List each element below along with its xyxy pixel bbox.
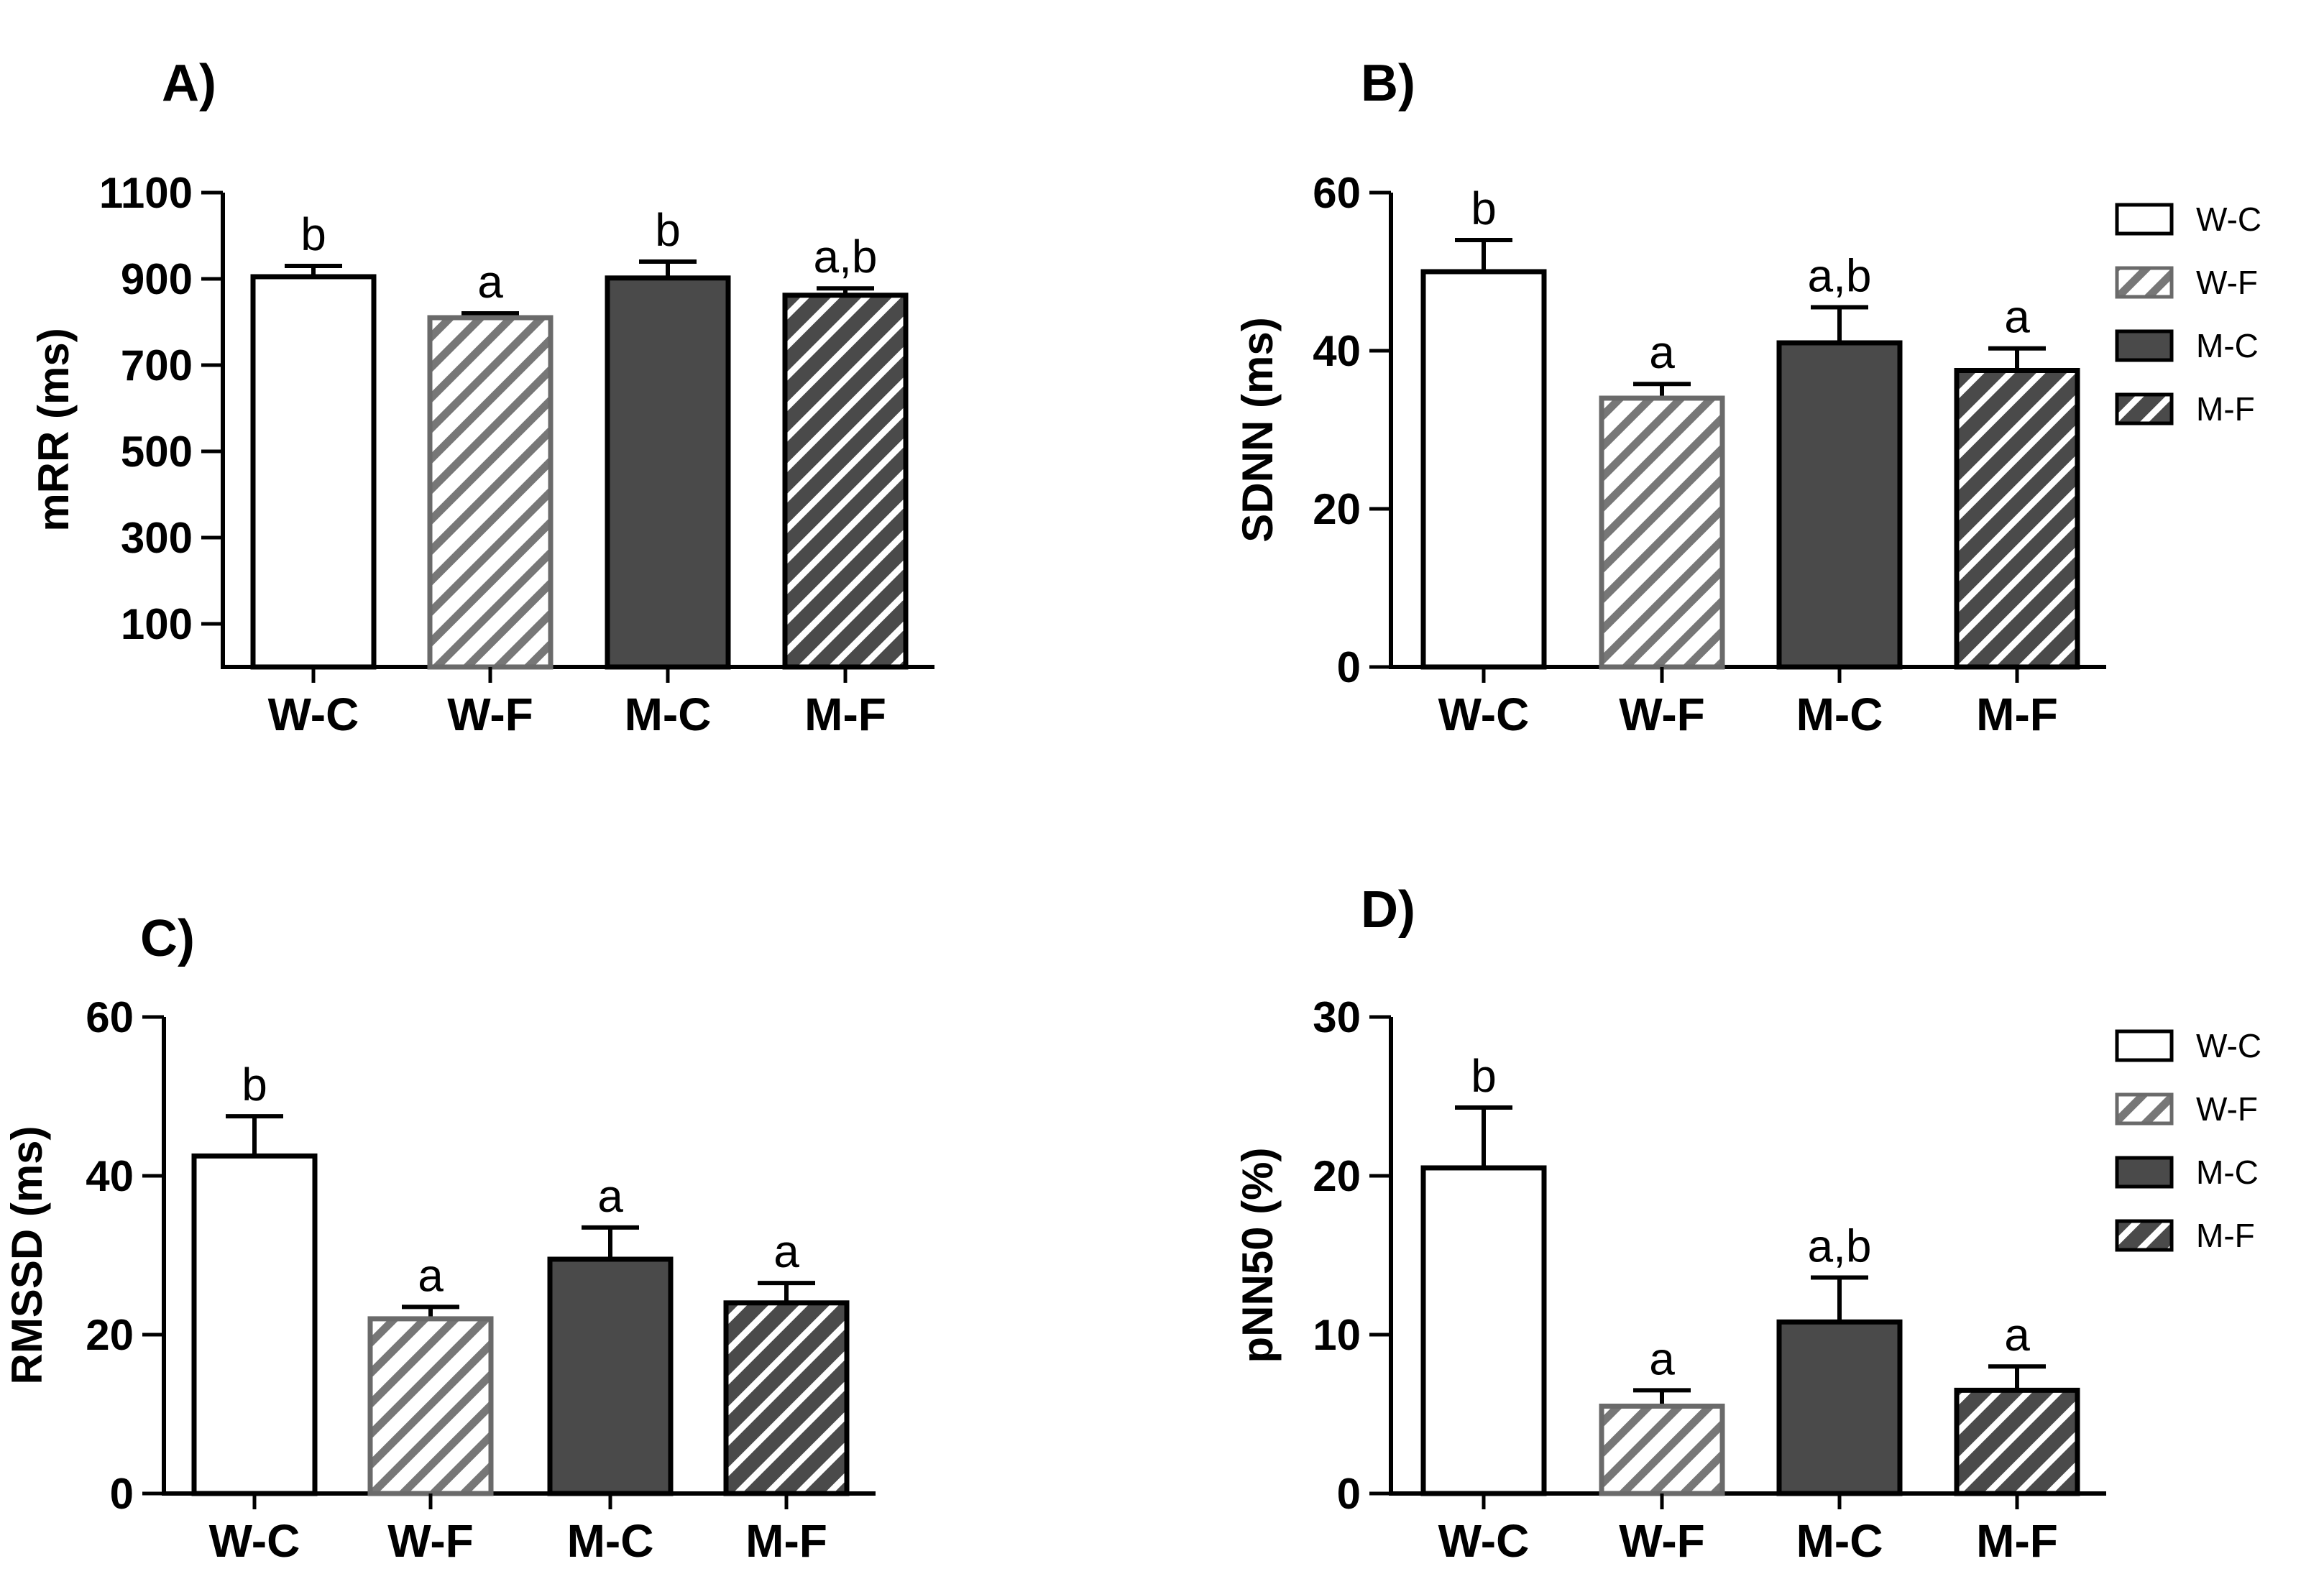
- significance-label: a,b: [1808, 250, 1872, 302]
- legend-swatch: [2115, 203, 2174, 236]
- y-tick-label: 60: [86, 993, 134, 1041]
- legend-swatch: [2115, 1092, 2174, 1126]
- x-tick-label: W-C: [1438, 689, 1530, 740]
- panel-a: A) mRR (ms) 100 300 500 700 900 1100 b W-C a W-F b M-…: [29, 55, 934, 740]
- significance-label: b: [1471, 183, 1497, 234]
- y-tick-label: 30: [1313, 993, 1361, 1041]
- x-tick-label: M-F: [1976, 1515, 2058, 1567]
- panel-letter: D): [1361, 881, 1415, 939]
- legend-label: W-C: [2196, 1027, 2261, 1064]
- x-tick-label: M-F: [1976, 689, 2058, 740]
- bar-w-c: [250, 274, 377, 670]
- significance-label: b: [242, 1059, 267, 1110]
- y-tick-label: 900: [121, 255, 193, 303]
- bar-m-c: [605, 275, 731, 670]
- bar-w-f: [427, 315, 554, 670]
- y-axis-label: pNN50 (%): [1234, 1147, 1282, 1363]
- significance-label: a,b: [1808, 1220, 1872, 1271]
- legend-swatch: [2115, 1219, 2174, 1252]
- significance-label: a: [1649, 326, 1675, 378]
- significance-label: a: [1649, 1333, 1675, 1384]
- bar-m-f: [1954, 1387, 2080, 1496]
- y-tick-label: 20: [1313, 1152, 1361, 1200]
- bar-w-c: [1420, 269, 1547, 670]
- legend-swatch: [2115, 266, 2174, 299]
- bar-m-f: [1954, 368, 2080, 670]
- y-tick-label: 0: [1337, 1470, 1361, 1518]
- significance-label: a: [773, 1225, 799, 1277]
- y-axis-label: RMSSD (ms): [3, 1126, 51, 1384]
- bar-m-c: [1776, 1319, 1903, 1496]
- x-tick-label: W-F: [447, 689, 533, 740]
- significance-label: a: [597, 1170, 623, 1222]
- significance-label: a: [2004, 291, 2030, 343]
- panel-d: D)pNN50 (%)0102030bW-CaW-Fa,bM-CaM-FW-CW…: [1234, 881, 2261, 1567]
- legend: W-C W-F M-C M-F: [2115, 1027, 2261, 1254]
- panel-letter: A): [162, 55, 216, 112]
- x-tick-label: W-C: [209, 1515, 300, 1567]
- x-tick-label: W-F: [1619, 1515, 1705, 1567]
- y-tick-label: 0: [1337, 643, 1361, 691]
- legend-swatch: [2115, 392, 2174, 425]
- y-tick-label: 20: [86, 1311, 134, 1359]
- significance-label: b: [300, 208, 326, 260]
- significance-label: b: [1471, 1050, 1497, 1102]
- y-tick-label: 100: [121, 600, 193, 648]
- panel-letter: C): [140, 910, 195, 967]
- x-tick-label: M-F: [804, 689, 886, 740]
- bar-m-c: [547, 1256, 674, 1496]
- y-axis-label: mRR (ms): [29, 328, 78, 531]
- y-tick-label: 20: [1313, 485, 1361, 533]
- bar-m-f: [723, 1300, 850, 1496]
- legend-label: M-C: [2196, 327, 2259, 364]
- legend-label: W-C: [2196, 201, 2261, 238]
- legend-label: M-C: [2196, 1154, 2259, 1191]
- y-tick-label: 300: [121, 514, 193, 562]
- y-tick-label: 1100: [99, 169, 193, 217]
- panel-letter: B): [1361, 55, 1415, 112]
- x-tick-label: W-F: [387, 1515, 474, 1567]
- legend-label: M-F: [2196, 1217, 2255, 1254]
- legend-label: M-F: [2196, 390, 2255, 428]
- y-tick-label: 700: [121, 341, 193, 390]
- bar-m-f: [782, 293, 909, 670]
- significance-label: a: [477, 256, 503, 308]
- x-tick-label: W-C: [1438, 1515, 1530, 1567]
- y-tick-label: 40: [1313, 327, 1361, 375]
- y-tick-label: 40: [86, 1152, 134, 1200]
- bar-w-c: [1420, 1165, 1547, 1496]
- bar-w-f: [367, 1316, 494, 1496]
- y-tick-label: 500: [121, 428, 193, 476]
- legend-label: W-F: [2196, 1090, 2258, 1128]
- legend-label: W-F: [2196, 264, 2258, 301]
- x-tick-label: M-C: [1796, 1515, 1883, 1567]
- bar-w-f: [1599, 395, 1725, 670]
- x-tick-label: M-C: [625, 689, 712, 740]
- panel-c: C) RMSSD (ms) 0 20 40 60 b W-C a W-F a M-C a M-F: [3, 910, 876, 1567]
- significance-label: a: [418, 1249, 444, 1301]
- y-tick-label: 60: [1313, 169, 1361, 217]
- x-tick-label: W-C: [268, 689, 359, 740]
- bar-w-f: [1599, 1403, 1725, 1496]
- y-axis-label: SDNN (ms): [1234, 317, 1282, 542]
- bar-w-c: [191, 1153, 318, 1496]
- bar-m-c: [1776, 340, 1903, 670]
- legend-swatch: [2115, 1029, 2174, 1062]
- x-tick-label: M-C: [567, 1515, 654, 1567]
- legend-swatch: [2115, 329, 2174, 362]
- x-tick-label: W-F: [1619, 689, 1705, 740]
- legend: W-C W-F M-C M-F: [2115, 201, 2261, 428]
- x-tick-label: M-C: [1796, 689, 1883, 740]
- legend-swatch: [2115, 1156, 2174, 1189]
- significance-label: a: [2004, 1309, 2030, 1361]
- y-tick-label: 10: [1313, 1311, 1361, 1359]
- y-tick-label: 0: [110, 1470, 134, 1518]
- significance-label: b: [655, 204, 681, 256]
- x-tick-label: M-F: [745, 1515, 827, 1567]
- significance-label: a,b: [814, 231, 878, 282]
